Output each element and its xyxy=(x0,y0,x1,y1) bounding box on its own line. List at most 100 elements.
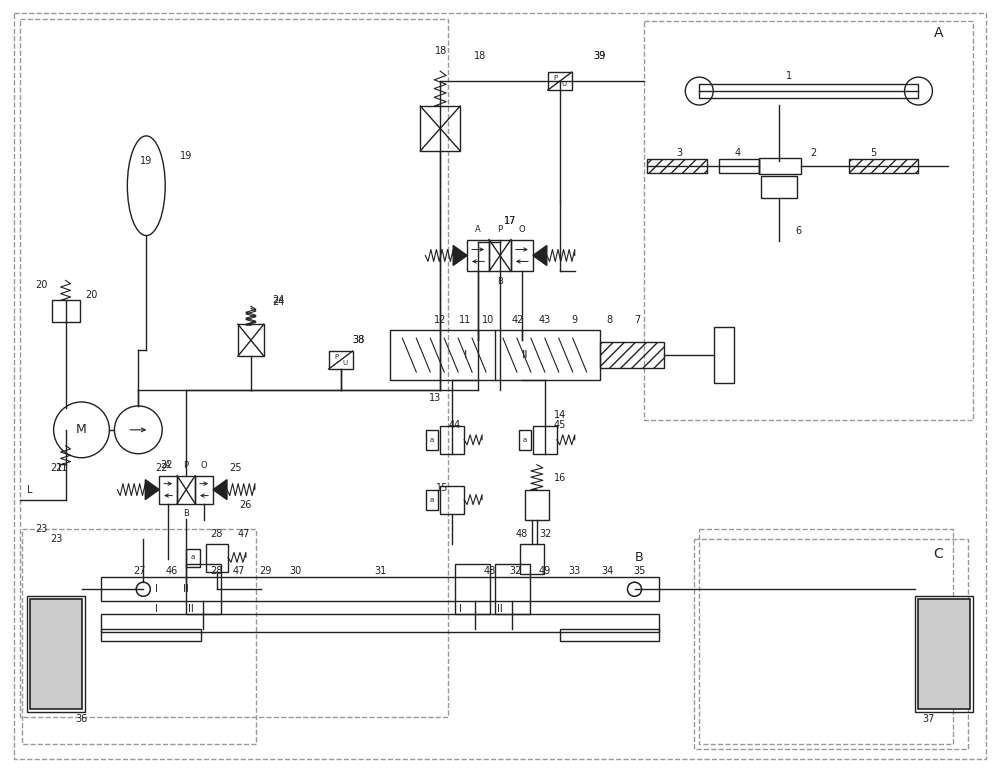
Polygon shape xyxy=(533,245,547,265)
Text: 3: 3 xyxy=(676,148,682,158)
Text: a: a xyxy=(430,437,434,443)
Text: 22: 22 xyxy=(160,460,172,470)
Text: 17: 17 xyxy=(504,216,516,226)
Bar xyxy=(761,176,797,197)
Bar xyxy=(30,599,82,709)
Text: 4: 4 xyxy=(734,148,740,158)
Text: 48: 48 xyxy=(484,567,496,577)
Bar xyxy=(525,490,549,520)
Bar xyxy=(533,426,557,454)
Text: 24: 24 xyxy=(273,298,285,308)
Text: A: A xyxy=(475,225,481,234)
Text: L: L xyxy=(27,485,32,495)
Bar xyxy=(699,530,953,744)
Text: 33: 33 xyxy=(569,567,581,577)
Text: 49: 49 xyxy=(539,567,551,577)
Text: 27: 27 xyxy=(133,567,146,577)
Bar xyxy=(186,550,200,567)
Bar xyxy=(440,486,464,513)
Bar xyxy=(329,351,353,369)
Text: 34: 34 xyxy=(601,567,614,577)
Text: A: A xyxy=(934,26,943,40)
Text: 35: 35 xyxy=(633,567,646,577)
Bar xyxy=(699,84,918,98)
Text: M: M xyxy=(76,423,87,436)
Text: I: I xyxy=(464,350,467,360)
Text: B: B xyxy=(497,277,503,286)
Text: 5: 5 xyxy=(871,148,877,158)
Bar xyxy=(52,301,80,322)
Bar xyxy=(101,577,659,601)
Text: P: P xyxy=(335,354,339,360)
Text: 21: 21 xyxy=(55,463,68,473)
Bar xyxy=(519,430,531,449)
Text: I: I xyxy=(155,584,158,594)
Bar xyxy=(489,240,511,271)
Text: 18: 18 xyxy=(474,51,486,61)
Bar xyxy=(560,629,659,641)
Bar xyxy=(22,530,256,744)
Bar xyxy=(759,158,801,173)
Polygon shape xyxy=(145,480,159,500)
Text: 39: 39 xyxy=(594,51,606,61)
Bar xyxy=(467,240,489,271)
Bar xyxy=(918,599,970,709)
Bar xyxy=(206,544,228,572)
Text: I: I xyxy=(459,604,462,614)
Circle shape xyxy=(628,582,641,596)
Bar xyxy=(27,596,85,712)
Text: 32: 32 xyxy=(540,530,552,540)
Text: 47: 47 xyxy=(238,530,250,540)
Text: A: A xyxy=(165,461,171,470)
Bar xyxy=(186,564,221,614)
Text: II: II xyxy=(497,604,503,614)
Text: P: P xyxy=(497,225,503,234)
Bar xyxy=(440,426,464,454)
Text: 2: 2 xyxy=(811,148,817,158)
Text: 31: 31 xyxy=(374,567,387,577)
Text: 11: 11 xyxy=(459,315,471,325)
Bar xyxy=(495,564,530,614)
Text: 13: 13 xyxy=(429,393,441,403)
Text: 18: 18 xyxy=(435,46,447,56)
Bar xyxy=(238,325,264,356)
Text: 30: 30 xyxy=(290,567,302,577)
Circle shape xyxy=(905,77,932,105)
Text: 45: 45 xyxy=(554,420,566,430)
Text: a: a xyxy=(523,437,527,443)
Text: 28: 28 xyxy=(210,530,222,540)
Bar xyxy=(694,540,968,749)
Text: 20: 20 xyxy=(85,291,98,301)
Text: 44: 44 xyxy=(449,420,461,430)
Text: O: O xyxy=(519,225,525,234)
Text: 20: 20 xyxy=(35,281,48,291)
Text: O: O xyxy=(201,461,207,470)
Bar xyxy=(159,476,177,503)
Bar xyxy=(511,240,533,271)
Text: 19: 19 xyxy=(140,156,152,166)
Text: P: P xyxy=(554,75,558,81)
Text: 26: 26 xyxy=(240,500,252,510)
Circle shape xyxy=(628,582,641,596)
Text: 43: 43 xyxy=(539,315,551,325)
Text: II: II xyxy=(522,350,528,360)
Text: 16: 16 xyxy=(554,473,566,483)
Text: 12: 12 xyxy=(434,315,446,325)
Text: 19: 19 xyxy=(180,151,192,161)
Text: I: I xyxy=(155,604,158,614)
Ellipse shape xyxy=(127,136,165,236)
Text: 6: 6 xyxy=(796,226,802,236)
Bar xyxy=(849,159,918,173)
Text: 42: 42 xyxy=(512,315,524,325)
Text: 24: 24 xyxy=(273,295,285,305)
Text: 17: 17 xyxy=(504,216,516,226)
Text: 7: 7 xyxy=(634,315,641,325)
Bar xyxy=(520,544,544,574)
Text: U: U xyxy=(561,81,566,87)
Bar xyxy=(600,342,664,368)
Circle shape xyxy=(685,77,713,105)
Bar xyxy=(177,476,195,503)
Text: 25: 25 xyxy=(230,463,242,473)
Bar xyxy=(644,22,973,420)
Text: 28: 28 xyxy=(210,567,222,577)
